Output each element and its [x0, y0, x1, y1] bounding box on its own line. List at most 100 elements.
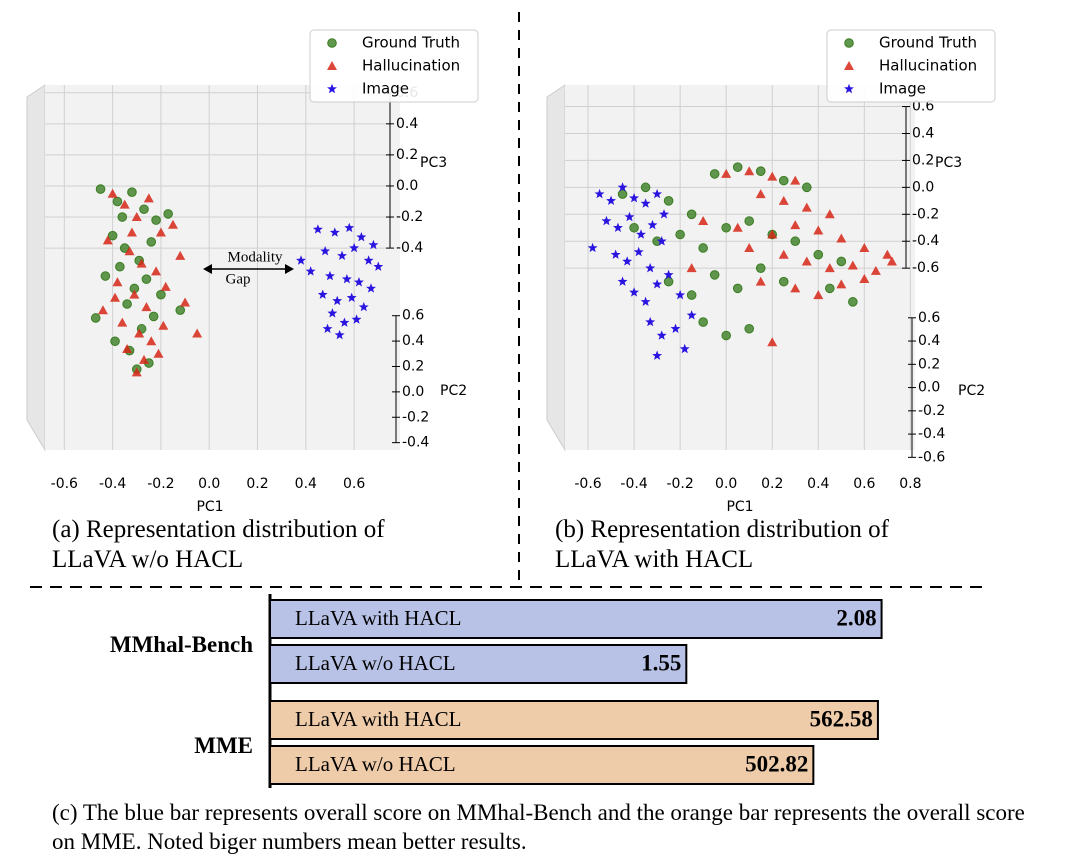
x-tick-label: 0.0	[198, 476, 220, 492]
y-tick-label: 0.2	[912, 152, 934, 168]
point	[629, 222, 639, 233]
caption: (b) Representation distribution of LLaVA…	[555, 516, 889, 573]
legend-marker	[327, 83, 337, 94]
point	[675, 229, 685, 240]
point	[721, 168, 732, 178]
point	[143, 193, 154, 203]
y-tick-label: 0.0	[396, 178, 418, 194]
point	[97, 305, 108, 315]
point	[847, 260, 858, 270]
point	[624, 211, 635, 222]
x-tick-label: 0.6	[343, 476, 365, 492]
point	[606, 195, 616, 206]
point	[670, 323, 681, 333]
point	[127, 187, 137, 197]
y-tick-label: 0.4	[912, 125, 934, 141]
z-tick-label: 0.6	[402, 308, 424, 324]
legend-marker	[327, 38, 337, 48]
value-label: 562.58	[810, 706, 873, 731]
point	[640, 198, 651, 208]
point	[813, 225, 824, 235]
point	[160, 281, 171, 291]
x-tick-label: 0.8	[899, 476, 921, 492]
bar	[269, 644, 688, 684]
point	[686, 310, 697, 320]
legend-marker	[844, 83, 854, 94]
point	[100, 271, 111, 281]
point	[698, 317, 708, 327]
point	[344, 222, 355, 233]
point	[146, 237, 157, 247]
point	[167, 219, 178, 229]
point	[587, 242, 598, 253]
point	[122, 299, 132, 309]
point	[110, 336, 120, 347]
x-tick-label: -0.4	[620, 476, 647, 492]
point	[325, 270, 335, 281]
side-pane	[546, 84, 566, 452]
point	[122, 344, 133, 354]
point	[146, 336, 157, 346]
z-tick-label: -0.4	[402, 435, 429, 451]
z-tick-label: -0.2	[402, 409, 429, 425]
point	[640, 296, 651, 307]
point	[601, 215, 612, 226]
point	[126, 227, 137, 237]
point	[129, 289, 140, 299]
point	[358, 301, 369, 312]
point	[594, 188, 605, 199]
point	[640, 182, 651, 193]
point	[158, 320, 169, 330]
point	[312, 224, 323, 234]
x-tick-label: 0.6	[853, 476, 875, 492]
point	[151, 266, 162, 276]
bar-category: LLaVA with HACL	[295, 707, 461, 731]
arrow-head	[285, 264, 294, 274]
point	[801, 202, 812, 212]
point	[148, 311, 159, 322]
point	[180, 297, 191, 307]
point	[629, 287, 640, 297]
point	[721, 222, 731, 233]
x-axis-label: PC1	[726, 499, 753, 515]
point	[134, 328, 145, 338]
point	[778, 175, 789, 186]
point	[836, 256, 847, 267]
point	[882, 249, 893, 259]
point	[622, 256, 633, 266]
point	[317, 289, 328, 299]
point	[334, 329, 345, 340]
z-tick-label: -0.4	[918, 426, 945, 442]
z-tick-label: -0.6	[918, 449, 945, 465]
point	[886, 256, 897, 266]
x-tick-label: 0.2	[246, 476, 268, 492]
point	[645, 316, 656, 327]
point	[767, 337, 778, 347]
y-tick-label: -0.2	[396, 209, 423, 225]
y-tick-label: -0.4	[396, 240, 423, 256]
x-tick-label: -0.6	[574, 476, 601, 492]
group-label: MME	[194, 733, 253, 758]
point	[192, 328, 203, 338]
bar-category: LLaVA w/o HACL	[295, 651, 456, 675]
point	[102, 235, 113, 245]
point	[115, 261, 125, 272]
point	[778, 249, 789, 259]
x-tick-label: -0.2	[666, 476, 693, 492]
point	[744, 216, 755, 226]
annotation: Modality	[228, 249, 283, 265]
point	[613, 222, 623, 232]
point	[870, 265, 881, 275]
x-tick-label: -0.6	[51, 476, 78, 492]
point	[296, 255, 306, 265]
point	[339, 317, 350, 327]
point	[790, 220, 801, 230]
point	[124, 246, 135, 256]
point	[732, 162, 743, 172]
point	[332, 295, 343, 306]
y-tick-label: 0.6	[912, 99, 934, 115]
point	[813, 290, 824, 300]
point	[732, 283, 743, 294]
